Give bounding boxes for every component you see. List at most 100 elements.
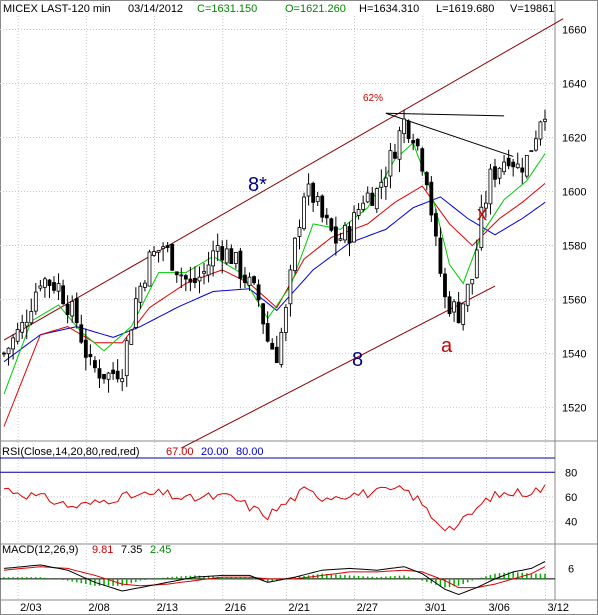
candle-body — [456, 301, 461, 324]
candle-body — [465, 283, 470, 306]
fib-62-label: 62% — [363, 93, 383, 104]
candle-body — [252, 276, 256, 284]
candle-body — [424, 172, 429, 186]
candle-body — [102, 373, 106, 380]
candle-body — [79, 324, 84, 343]
triangle-line-0 — [385, 112, 505, 117]
candle-body — [338, 238, 343, 241]
rsi-value-2: 20.00 — [201, 446, 229, 458]
candle-body — [47, 279, 52, 287]
candle-body — [379, 181, 384, 188]
candle-body — [24, 321, 29, 327]
price-tick-1540: 1540 — [562, 349, 586, 361]
candle-body — [274, 346, 279, 364]
candle-body — [52, 282, 56, 291]
candle-body — [174, 271, 179, 276]
candle-body — [388, 150, 393, 177]
candle-body — [270, 342, 275, 350]
candle-body — [15, 329, 20, 342]
price-channel — [3, 18, 564, 449]
candle-body — [320, 195, 325, 218]
candle-body — [474, 249, 479, 279]
candle-body — [243, 274, 247, 284]
date-tick-0: 2/03 — [20, 602, 41, 614]
candle-body — [534, 138, 538, 151]
rsi-tick-40: 40 — [565, 517, 577, 529]
channel-lower-line — [181, 285, 496, 449]
candle-body — [283, 307, 288, 333]
candle-body — [88, 354, 93, 358]
header-volume: V=19861 — [510, 3, 554, 15]
date-axis: 2/03 2/08 2/13 2/16 2/21 2/27 3/01 3/06 3/12 — [20, 602, 569, 614]
price-candles — [2, 109, 547, 393]
date-tick-4: 2/21 — [288, 602, 309, 614]
candle-body — [279, 332, 284, 365]
candle-body — [343, 224, 347, 241]
candle-body — [261, 303, 266, 325]
header-symbol: MICEX LAST-120 min — [3, 3, 111, 15]
candle-body — [352, 212, 356, 243]
candle-body — [324, 214, 329, 219]
candle-body — [420, 148, 425, 172]
ma-fast-line — [3, 142, 546, 395]
rsi-label: RSI(Close,14,20,80,red,red) — [2, 446, 140, 458]
triangle-line-1 — [385, 112, 514, 157]
candle-body — [111, 369, 116, 374]
date-tick-8: 3/12 — [548, 602, 569, 614]
candle-body — [133, 298, 138, 328]
price-tick-1600: 1600 — [562, 187, 586, 199]
candle-body — [165, 245, 170, 248]
candle-body — [543, 118, 547, 122]
candle-body — [361, 202, 366, 210]
rsi-value-3: 80.00 — [236, 446, 264, 458]
header-low: L=1619.680 — [436, 3, 494, 15]
candle-body — [83, 339, 88, 358]
date-tick-7: 3/06 — [488, 602, 509, 614]
candle-body — [288, 269, 293, 305]
date-tick-1: 2/08 — [88, 602, 109, 614]
candle-body — [529, 150, 534, 153]
candle-body — [129, 329, 134, 345]
candle-body — [197, 276, 202, 282]
header-close: C=1631.150 — [197, 3, 257, 15]
candle-body — [56, 283, 61, 292]
candle-body — [147, 251, 152, 287]
candle-body — [443, 273, 447, 298]
candle-body — [502, 161, 506, 173]
candle-body — [29, 311, 34, 324]
price-tick-1560: 1560 — [562, 295, 586, 307]
candle-body — [229, 248, 234, 265]
candle-body — [20, 321, 25, 333]
candle-body — [93, 360, 97, 369]
candle-body — [106, 372, 111, 380]
candle-body — [170, 243, 175, 271]
moving-averages — [3, 142, 546, 427]
candle-body — [433, 213, 438, 237]
candle-body — [183, 275, 188, 280]
candle-body — [447, 296, 452, 315]
macd-panel — [0, 561, 555, 596]
rsi-tick-80: 80 — [565, 467, 577, 479]
candle-body — [74, 298, 79, 324]
candle-body — [402, 118, 406, 135]
candle-body — [293, 237, 297, 272]
candle-body — [493, 166, 497, 180]
date-tick-2: 2/13 — [157, 602, 178, 614]
candle-body — [374, 188, 379, 210]
candle-body — [461, 303, 466, 325]
date-tick-6: 3/01 — [425, 602, 446, 614]
macd-signal-line — [3, 566, 546, 589]
candle-body — [220, 246, 225, 261]
channel-upper-line — [3, 18, 564, 341]
candle-body — [265, 323, 270, 342]
candle-body — [538, 121, 543, 140]
macd-value-2: 7.35 — [121, 544, 142, 556]
candle-body — [311, 182, 316, 203]
candle-body — [11, 337, 15, 350]
candle-body — [138, 285, 143, 303]
candle-body — [470, 278, 475, 285]
candle-body — [452, 301, 456, 313]
candle-body — [43, 278, 47, 288]
candle-body — [33, 291, 38, 312]
